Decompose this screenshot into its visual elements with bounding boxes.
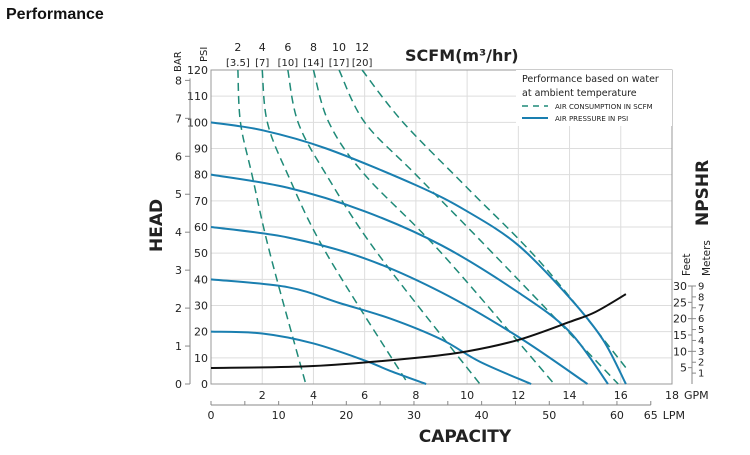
lpm-tick-label: 20	[339, 409, 353, 422]
meter-tick-label: 1	[698, 369, 704, 380]
psi-tick-label: 0	[201, 378, 208, 391]
scfm-label: 6	[284, 41, 291, 54]
scfm-label: 12	[355, 41, 369, 54]
legend-note-1: Performance based on water	[522, 74, 659, 85]
feet-tick-label: 10	[673, 345, 687, 358]
m3hr-label: [7]	[255, 58, 269, 69]
psi-tick-label: 50	[194, 247, 208, 260]
feet-tick-label: 30	[673, 280, 687, 293]
bar-axis-unit: BAR	[173, 51, 184, 72]
psi-tick-label: 30	[194, 300, 208, 313]
meter-tick-label: 7	[698, 303, 704, 314]
gpm-tick-label: 10	[460, 389, 474, 402]
gpm-tick-label: 12	[511, 389, 525, 402]
air-consumption-curve-6	[287, 69, 481, 385]
psi-axis-unit: PSI	[199, 47, 210, 62]
lpm-tick-label: 50	[542, 409, 556, 422]
bar-tick-label: 1	[175, 340, 182, 353]
meter-tick-label: 4	[698, 336, 704, 347]
meter-tick-label: 5	[698, 325, 704, 336]
m3hr-label: [17]	[329, 58, 350, 69]
bar-tick-label: 4	[175, 226, 182, 239]
psi-tick-label: 100	[187, 116, 208, 129]
lpm-tick-label: 30	[407, 409, 421, 422]
air-pressure-curve-80	[210, 173, 609, 385]
gpm-tick-label: 4	[310, 389, 317, 402]
gpm-tick-label: 16	[614, 389, 628, 402]
scfm-label: 2	[234, 41, 241, 54]
psi-tick-label: 60	[194, 221, 208, 234]
feet-tick-label: 25	[673, 296, 687, 309]
gpm-tick-label: 18	[665, 389, 679, 402]
feet-tick-label: 5	[680, 362, 687, 375]
gpm-tick-label: 2	[259, 389, 266, 402]
psi-tick-label: 120	[187, 64, 208, 77]
meter-tick-label: 8	[698, 292, 704, 303]
bar-tick-label: 3	[175, 264, 182, 277]
psi-tick-label: 40	[194, 273, 208, 286]
m3hr-label: [10]	[278, 58, 299, 69]
air-consumption-curve-8	[312, 69, 555, 385]
m3hr-label: [3.5]	[226, 58, 250, 69]
meter-tick-label: 6	[698, 314, 704, 325]
gpm-tick-label: 14	[563, 389, 577, 402]
meter-tick-label: 3	[698, 347, 704, 358]
bar-tick-label: 6	[175, 150, 182, 163]
lpm-tick-label: 65	[644, 409, 658, 422]
top-axis-title: SCFM(m³/hr)	[405, 46, 519, 65]
scfm-label: 4	[259, 41, 266, 54]
lpm-axis-unit: LPM	[663, 409, 685, 422]
air-pressure-curve-40	[210, 278, 532, 385]
psi-tick-label: 20	[194, 326, 208, 339]
lpm-tick-label: 60	[610, 409, 624, 422]
psi-tick-label: 110	[187, 90, 208, 103]
legend-entry-air: AIR CONSUMPTION IN SCFM	[555, 103, 653, 111]
air-consumption-curve-4	[261, 69, 409, 385]
gpm-axis-unit: GPM	[684, 389, 709, 402]
psi-tick-label: 70	[194, 195, 208, 208]
psi-tick-label: 90	[194, 143, 208, 156]
m3hr-label: [20]	[352, 58, 373, 69]
meter-tick-label: 2	[698, 358, 704, 369]
legend-entry-pressure: AIR PRESSURE IN PSI	[555, 115, 628, 123]
meters-label: Meters	[701, 240, 713, 276]
gpm-tick-label: 8	[412, 389, 419, 402]
bar-tick-label: 8	[175, 74, 182, 87]
bar-tick-label: 0	[175, 378, 182, 391]
legend-note-2: at ambient temperature	[522, 88, 637, 99]
npshr-curve	[210, 293, 627, 369]
page-title: Performance	[6, 6, 104, 23]
psi-tick-label: 80	[194, 169, 208, 182]
m3hr-label: [14]	[303, 58, 324, 69]
air-consumption-curve-2	[237, 69, 307, 385]
feet-tick-label: 20	[673, 313, 687, 326]
scfm-label: 8	[310, 41, 317, 54]
air-pressure-curve-60	[210, 226, 589, 385]
air-pressure-curve-20	[210, 330, 427, 385]
feet-tick-label: 15	[673, 329, 687, 342]
legend-box	[516, 70, 672, 126]
lpm-tick-label: 0	[208, 409, 215, 422]
meter-tick-label: 9	[698, 282, 704, 293]
y-axis-title: HEAD	[147, 199, 167, 252]
psi-tick-label: 10	[194, 352, 208, 365]
scfm-label: 10	[332, 41, 346, 54]
air-pressure-curve-100	[210, 121, 627, 385]
x-axis-title: CAPACITY	[419, 427, 512, 447]
npshr-title: NPSHR	[693, 160, 713, 226]
bar-tick-label: 5	[175, 188, 182, 201]
gpm-tick-label: 6	[361, 389, 368, 402]
feet-label: Feet	[681, 253, 693, 276]
bar-tick-label: 7	[175, 112, 182, 125]
lpm-tick-label: 40	[475, 409, 489, 422]
lpm-tick-label: 10	[272, 409, 286, 422]
bar-tick-label: 2	[175, 302, 182, 315]
